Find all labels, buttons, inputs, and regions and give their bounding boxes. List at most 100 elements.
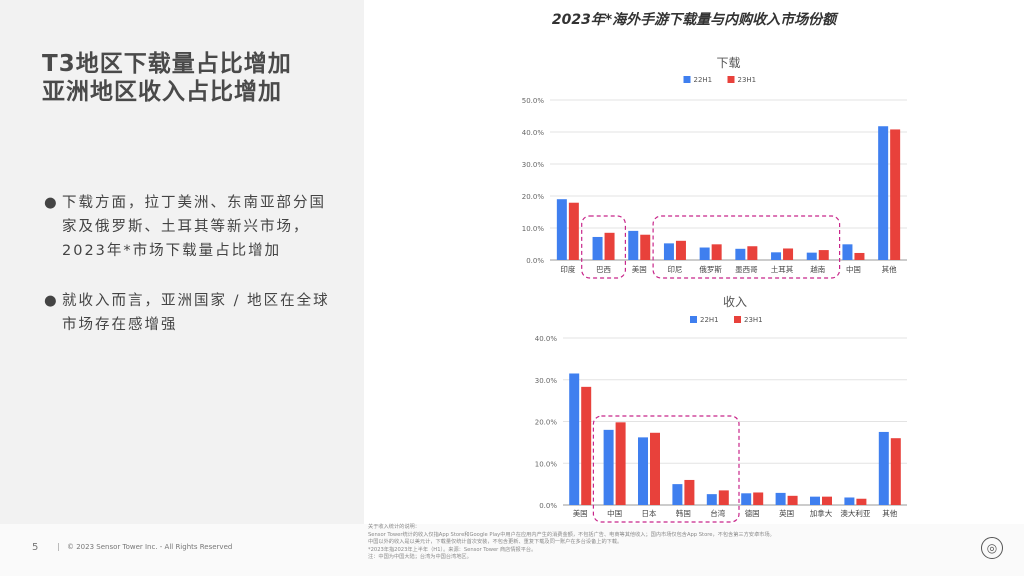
bar-1-22H1-2: [638, 437, 648, 505]
bar-1-23H1-6: [787, 495, 798, 505]
bullet-dot-icon: ●: [44, 293, 59, 309]
bar-1-23H1-8: [856, 498, 867, 505]
x-tick-label-0-2: 美国: [632, 264, 647, 274]
y-tick-label-0-2: 20.0%: [522, 193, 545, 201]
left-panel: [0, 0, 364, 524]
footer: [0, 524, 1024, 576]
note-line: *2023年指2023年上半年（H1）。来源：Sensor Tower 商店情报…: [368, 546, 537, 553]
x-tick-label-0-9: 其他: [882, 264, 897, 274]
bar-0-22H1-3: [663, 243, 674, 260]
bar-0-23H1-6: [783, 248, 794, 260]
bar-0-23H1-3: [675, 240, 686, 260]
x-tick-label-1-6: 英国: [779, 508, 794, 518]
bar-0-22H1-4: [699, 247, 710, 260]
x-tick-label-1-9: 其他: [882, 508, 897, 518]
footnotes: 关于收入统计的说明： Sensor Tower统计的收入仅指App Store和…: [368, 524, 928, 562]
bar-1-23H1-7: [822, 496, 832, 505]
y-tick-label-1-4: 40.0%: [535, 335, 558, 343]
bar-1-22H1-6: [775, 492, 786, 505]
legend-swatch-0-1: [727, 76, 735, 83]
bar-1-23H1-3: [684, 479, 695, 505]
legend-label-1-1: 23H1: [744, 316, 763, 324]
highlight-box-1-0: [592, 415, 740, 523]
bar-1-23H1-0: [581, 386, 592, 505]
bar-1-22H1-7: [810, 496, 820, 505]
bar-0-23H1-1: [604, 232, 615, 260]
bar-0-22H1-0: [556, 199, 567, 260]
bar-1-22H1-3: [672, 484, 683, 505]
bar-0-22H1-8: [842, 244, 853, 260]
y-tick-label-0-4: 40.0%: [522, 129, 545, 137]
x-tick-label-1-4: 台湾: [710, 508, 725, 518]
bar-0-23H1-2: [640, 234, 651, 260]
x-tick-label-1-7: 加拿大: [810, 508, 833, 518]
highlight-box-0-0: [581, 215, 627, 279]
legend-label-0-1: 23H1: [738, 76, 757, 84]
bar-0-23H1-5: [747, 246, 758, 260]
bar-1-23H1-4: [718, 490, 729, 505]
y-tick-label-1-1: 10.0%: [535, 460, 558, 468]
bar-1-23H1-5: [753, 492, 764, 505]
title-line-1: T3地区下载量占比增加: [42, 51, 292, 77]
legend-label-0-0: 22H1: [694, 76, 713, 84]
chart-title-0: 下载: [716, 56, 740, 70]
x-tick-label-0-3: 印尼: [667, 265, 682, 274]
bar-1-22H1-9: [878, 431, 889, 505]
note-line: 注：中国为中国大陆；台湾为中国台湾地区。: [368, 554, 472, 560]
bar-1-23H1-1: [615, 422, 626, 505]
x-tick-label-0-5: 墨西哥: [735, 265, 758, 274]
bar-0-23H1-7: [818, 250, 829, 260]
x-tick-label-0-7: 越南: [810, 264, 825, 274]
y-tick-label-0-1: 10.0%: [522, 225, 545, 233]
bar-0-23H1-9: [890, 129, 901, 260]
bullet-text: 下载方面，拉丁美洲、东南亚部分国家及俄罗斯、土耳其等新兴市场，2023年*市场下…: [62, 195, 326, 259]
bullet-dot-icon: ●: [44, 195, 59, 211]
note-line: Sensor Tower统计的收入仅指App Store和Google Play…: [368, 531, 775, 538]
bullet-revenue: ● 就收入而言，亚洲国家 / 地区在全球市场存在感增强: [44, 289, 334, 337]
chart-title-1: 收入: [723, 295, 747, 309]
y-tick-label-1-0: 0.0%: [539, 502, 557, 510]
y-tick-label-0-0: 0.0%: [526, 257, 544, 265]
highlight-box-0-1: [652, 215, 841, 279]
bar-0-22H1-9: [878, 126, 889, 261]
note-line: 关于收入统计的说明：: [368, 524, 420, 530]
bullet-text: 就收入而言，亚洲国家 / 地区在全球市场存在感增强: [62, 293, 330, 333]
bar-1-23H1-9: [890, 438, 901, 505]
legend-swatch-1-1: [734, 316, 741, 323]
x-tick-label-1-1: 中国: [607, 508, 622, 518]
note-line: 中国以外的收入是以美元计，下载量仅统计首次安装，不包含更新、重复下载及同一账户在…: [368, 539, 623, 545]
y-tick-label-1-2: 20.0%: [535, 419, 558, 427]
legend-swatch-0-0: [683, 76, 691, 83]
bar-1-22H1-4: [706, 494, 717, 505]
bar-0-22H1-1: [592, 236, 603, 260]
page-number: 5: [32, 542, 39, 553]
legend-swatch-1-0: [690, 316, 697, 323]
x-tick-label-0-4: 俄罗斯: [699, 264, 722, 274]
y-tick-label-0-5: 50.0%: [522, 97, 545, 105]
main-chart-title: 2023年*海外手游下载量与内购收入市场份额: [551, 12, 837, 28]
title-line-2: 亚洲地区收入占比增加: [42, 79, 282, 105]
bullet-downloads: ● 下载方面，拉丁美洲、东南亚部分国家及俄罗斯、土耳其等新兴市场，2023年*市…: [44, 191, 334, 263]
bar-1-22H1-1: [603, 429, 614, 505]
x-tick-label-1-8: 澳大利亚: [840, 508, 870, 518]
bar-0-23H1-0: [568, 202, 579, 260]
slide-title: T3地区下载量占比增加 亚洲地区收入占比增加: [42, 50, 292, 106]
y-tick-label-0-3: 30.0%: [522, 161, 545, 169]
bar-1-22H1-5: [741, 493, 752, 505]
bar-0-23H1-4: [711, 244, 722, 260]
bar-0-22H1-6: [771, 252, 782, 260]
bar-1-23H1-2: [650, 432, 660, 505]
x-tick-label-1-5: 德国: [745, 508, 760, 518]
x-tick-label-0-1: 巴西: [596, 265, 611, 274]
bar-1-22H1-8: [844, 497, 855, 505]
bar-0-22H1-2: [628, 230, 639, 260]
legend-label-1-0: 22H1: [700, 316, 719, 324]
bar-0-23H1-8: [854, 252, 865, 260]
x-tick-label-0-0: 印度: [560, 264, 575, 274]
y-tick-label-1-3: 30.0%: [535, 377, 558, 385]
bar-0-22H1-7: [806, 252, 817, 260]
bar-0-22H1-5: [735, 248, 746, 260]
x-tick-label-0-6: 土耳其: [771, 264, 794, 274]
copyright: © 2023 Sensor Tower Inc. - All Rights Re…: [58, 543, 232, 551]
